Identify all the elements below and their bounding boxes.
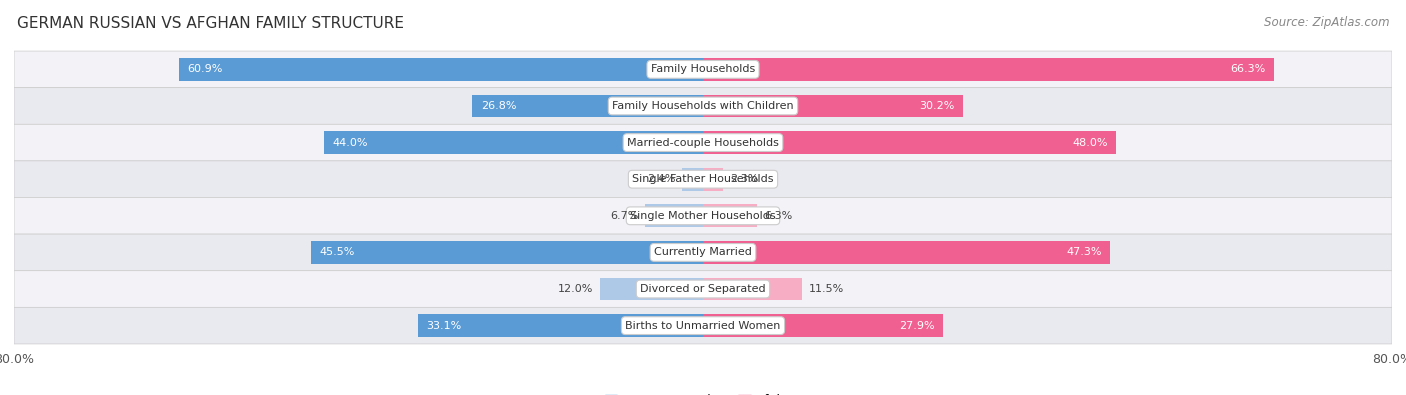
Bar <box>311 241 703 264</box>
FancyBboxPatch shape <box>14 234 1392 271</box>
FancyBboxPatch shape <box>14 88 1392 124</box>
FancyBboxPatch shape <box>14 51 1392 88</box>
Bar <box>418 314 703 337</box>
Text: Single Father Households: Single Father Households <box>633 174 773 184</box>
Legend: German Russian, Afghan: German Russian, Afghan <box>605 394 801 395</box>
Bar <box>703 241 1111 264</box>
Text: 60.9%: 60.9% <box>187 64 222 74</box>
FancyBboxPatch shape <box>14 198 1392 234</box>
Text: Births to Unmarried Women: Births to Unmarried Women <box>626 321 780 331</box>
Text: Family Households: Family Households <box>651 64 755 74</box>
Bar <box>703 314 943 337</box>
Bar <box>703 205 758 227</box>
Text: 45.5%: 45.5% <box>319 247 356 258</box>
Bar <box>323 131 703 154</box>
FancyBboxPatch shape <box>14 271 1392 307</box>
Text: Currently Married: Currently Married <box>654 247 752 258</box>
Text: GERMAN RUSSIAN VS AFGHAN FAMILY STRUCTURE: GERMAN RUSSIAN VS AFGHAN FAMILY STRUCTUR… <box>17 16 404 31</box>
Bar <box>703 58 1274 81</box>
FancyBboxPatch shape <box>14 307 1392 344</box>
FancyBboxPatch shape <box>14 124 1392 161</box>
Bar <box>682 168 703 190</box>
Text: 48.0%: 48.0% <box>1073 137 1108 148</box>
Bar <box>645 205 703 227</box>
Text: 11.5%: 11.5% <box>808 284 844 294</box>
Text: Divorced or Separated: Divorced or Separated <box>640 284 766 294</box>
Bar <box>599 278 703 300</box>
Bar <box>703 95 963 117</box>
Text: 47.3%: 47.3% <box>1066 247 1102 258</box>
FancyBboxPatch shape <box>14 161 1392 198</box>
Text: 33.1%: 33.1% <box>426 321 461 331</box>
Text: 66.3%: 66.3% <box>1230 64 1265 74</box>
Text: 26.8%: 26.8% <box>481 101 516 111</box>
Text: 27.9%: 27.9% <box>898 321 935 331</box>
Text: 2.4%: 2.4% <box>647 174 675 184</box>
Text: 6.7%: 6.7% <box>610 211 638 221</box>
Text: 44.0%: 44.0% <box>333 137 368 148</box>
Text: Single Mother Households: Single Mother Households <box>630 211 776 221</box>
Bar <box>703 131 1116 154</box>
Bar <box>472 95 703 117</box>
Text: Married-couple Households: Married-couple Households <box>627 137 779 148</box>
Text: Family Households with Children: Family Households with Children <box>612 101 794 111</box>
Bar <box>703 168 723 190</box>
Text: Source: ZipAtlas.com: Source: ZipAtlas.com <box>1264 16 1389 29</box>
Text: 2.3%: 2.3% <box>730 174 758 184</box>
Text: 30.2%: 30.2% <box>920 101 955 111</box>
Text: 12.0%: 12.0% <box>557 284 593 294</box>
Bar <box>179 58 703 81</box>
Text: 6.3%: 6.3% <box>763 211 793 221</box>
Bar <box>703 278 801 300</box>
